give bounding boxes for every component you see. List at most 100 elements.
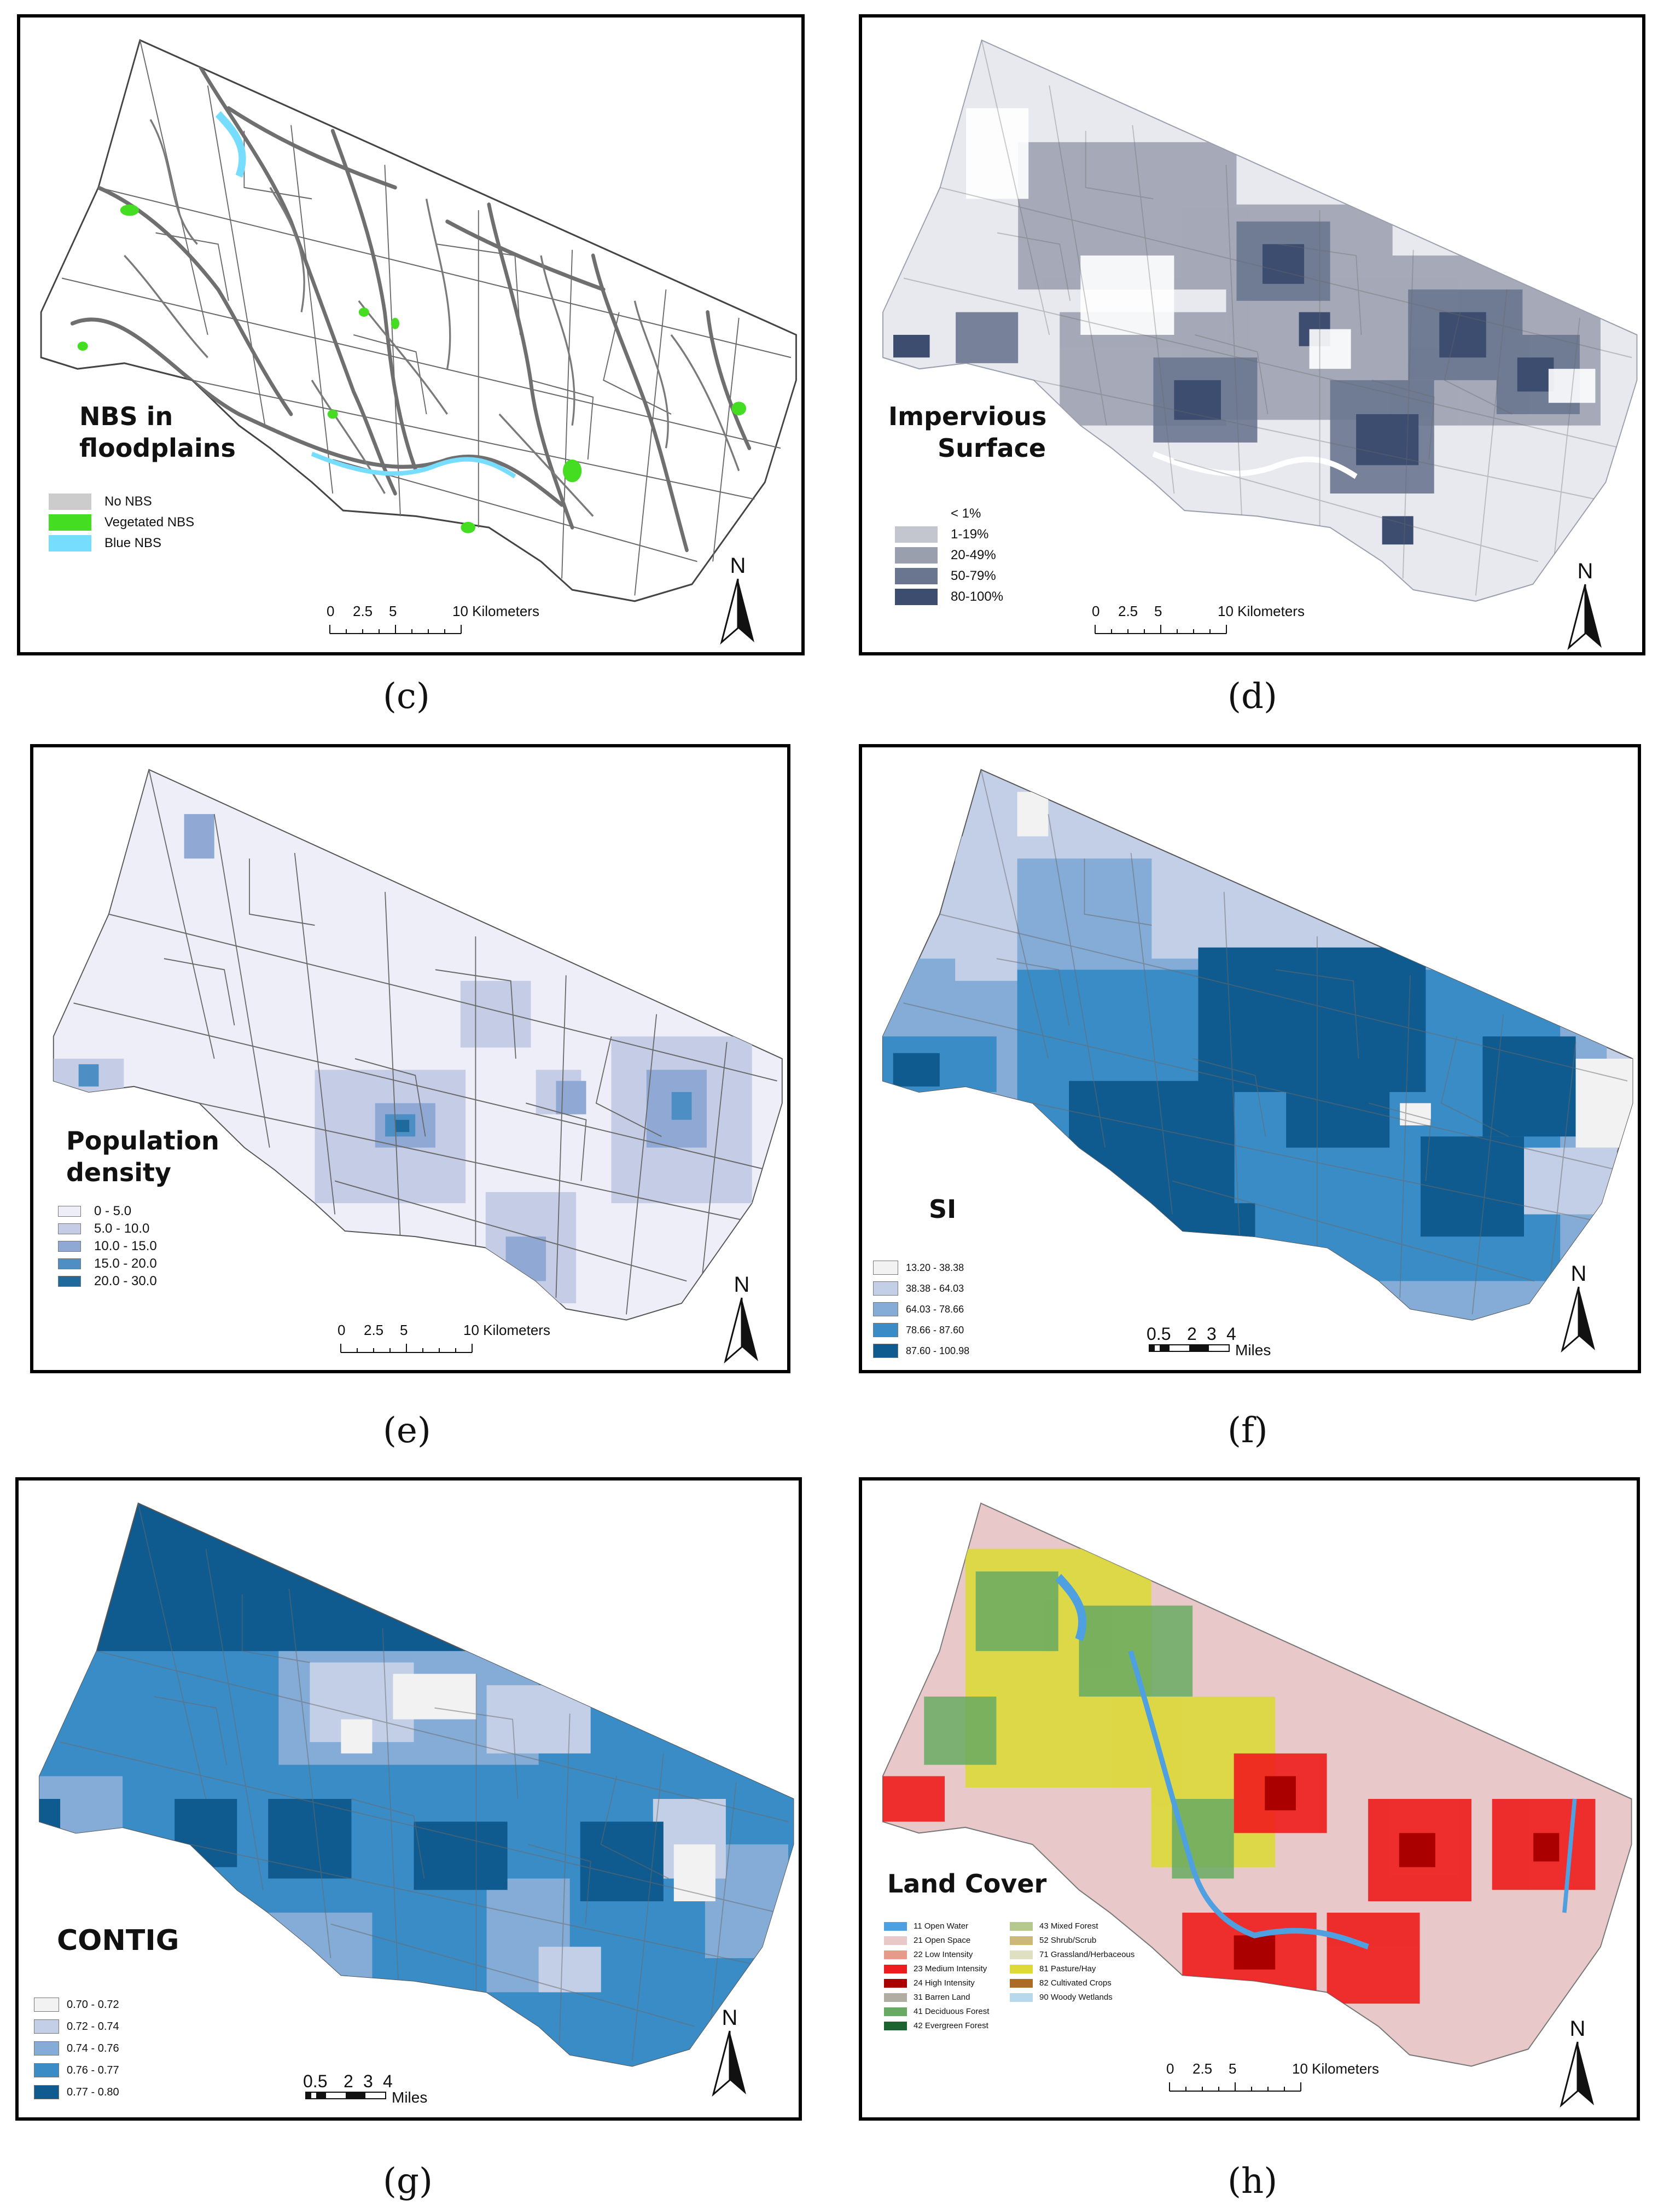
legend-swatch (1010, 1936, 1033, 1945)
legend-swatch (895, 506, 938, 522)
legend-label: 11 Open Water (914, 1921, 969, 1931)
legend-label: 24 High Intensity (914, 1978, 975, 1988)
legend: < 1% 1-19% 20-49% 50-79% 80-100% (895, 503, 1003, 607)
scale-unit: Miles (1235, 1342, 1271, 1358)
caption-d: (d) (1227, 676, 1277, 717)
legend-label: 22 Low Intensity (914, 1950, 973, 1959)
legend-item: 11 Open Water (884, 1919, 989, 1934)
legend-item: 0 - 5.0 (58, 1203, 157, 1220)
scale-tick-label: 10 Kilometers (1218, 603, 1305, 619)
legend-item: 78.66 - 87.60 (873, 1320, 969, 1340)
scale-tick-label: 5 (1154, 603, 1162, 619)
legend-swatch (58, 1276, 81, 1287)
caption-e: (e) (383, 1410, 431, 1451)
scale-tick-label: 4 (1226, 1324, 1236, 1344)
north-arrow: N (1557, 1262, 1601, 1355)
legend-swatch (895, 568, 938, 584)
scale-tick-label: 2.5 (364, 1322, 384, 1338)
legend-label: 20-49% (951, 548, 996, 562)
legend-label: 64.03 - 78.66 (906, 1304, 964, 1315)
legend-item: 0.77 - 0.80 (34, 2081, 119, 2103)
legend-swatch (884, 1965, 907, 1973)
legend-swatch (895, 589, 938, 605)
panel-land-cover: Land Cover 11 Open Water 21 Open Space 2… (859, 1477, 1640, 2121)
contig-map (38, 1502, 794, 2067)
legend-swatch (884, 2007, 907, 2016)
scale-bar: 0 2.5 5 10 Kilometers (1166, 2060, 1379, 2099)
legend-swatch (884, 1950, 907, 1959)
scale-tick-label: 5 (389, 603, 397, 619)
title-line-2: floodplains (79, 433, 236, 463)
scale-tick-label: 0 (338, 1322, 346, 1338)
scale-tick-label: 0 (1166, 2060, 1174, 2077)
legend-label: 0 - 5.0 (94, 1204, 132, 1218)
legend-item: 81 Pasture/Hay (1010, 1962, 1135, 1976)
legend-label: 81 Pasture/Hay (1039, 1964, 1096, 1973)
panel-population-density: Population density 0 - 5.0 5.0 - 10.0 10… (30, 744, 790, 1373)
scale-unit: Miles (392, 2089, 428, 2106)
legend-swatch (1010, 1950, 1033, 1959)
legend: 13.20 - 38.38 38.38 - 64.03 64.03 - 78.6… (873, 1257, 969, 1361)
north-arrow: N (716, 554, 760, 647)
legend-swatch (873, 1323, 898, 1337)
panel-contig: CONTIG 0.70 - 0.72 0.72 - 0.74 0.74 - 0.… (15, 1477, 802, 2121)
population-map (53, 769, 783, 1321)
scale-bar: 0 2.5 5 10 Kilometers (1092, 603, 1305, 641)
legend-label: 71 Grassland/Herbaceous (1039, 1950, 1135, 1959)
legend-label: 0.77 - 0.80 (67, 2086, 119, 2098)
legend-label: 0.74 - 0.76 (67, 2042, 119, 2054)
scale-tick-label: 5 (400, 1322, 408, 1338)
scale-tick-label: 3 (363, 2071, 373, 2091)
north-arrow-icon (1561, 1286, 1595, 1353)
legend-label: 21 Open Space (914, 1936, 971, 1945)
legend-label: 15.0 - 20.0 (94, 1256, 157, 1271)
panel-title: NBS in floodplains (79, 400, 236, 464)
legend-label: 23 Medium Intensity (914, 1964, 987, 1973)
panel-title: Population density (66, 1125, 219, 1188)
north-label: N (734, 1273, 750, 1297)
north-arrow: N (1556, 2017, 1599, 2110)
title-line-1: SI (929, 1194, 957, 1224)
scale-tick-label: 2.5 (353, 603, 373, 619)
scale-bar: 0 2.5 5 10 Kilometers (327, 603, 539, 641)
legend-label: No NBS (104, 494, 152, 509)
panel-title: Impervious Surface (888, 400, 1046, 464)
legend-item: 31 Barren Land (884, 1990, 989, 2005)
legend-column-2: 43 Mixed Forest 52 Shrub/Scrub 71 Grassl… (1010, 1919, 1135, 2005)
scale-bar: 0.5 2 3 4 Miles (1147, 1324, 1322, 1362)
legend-label: Vegetated NBS (104, 515, 195, 530)
north-label: N (1569, 2017, 1586, 2041)
title-line-2: density (66, 1158, 171, 1187)
north-arrow: N (1563, 559, 1607, 652)
scale-tick-label: 0 (1092, 603, 1100, 619)
legend-label: 90 Woody Wetlands (1039, 1993, 1113, 2002)
legend-swatch (58, 1258, 81, 1269)
legend-item: 82 Cultivated Crops (1010, 1976, 1135, 1990)
legend-swatch (49, 535, 91, 551)
legend-swatch (1010, 1965, 1033, 1973)
land-cover-map (882, 1502, 1632, 2067)
scale-ruler (1095, 625, 1227, 634)
legend-swatch (1010, 1922, 1033, 1931)
legend-swatch (49, 494, 91, 510)
si-map (882, 769, 1633, 1321)
legend-item: 38.38 - 64.03 (873, 1278, 969, 1299)
legend-item: 5.0 - 10.0 (58, 1220, 157, 1238)
legend-item: Blue NBS (49, 533, 194, 554)
scale-ruler (1169, 2082, 1301, 2092)
legend-label: 10.0 - 15.0 (94, 1239, 157, 1253)
panel-impervious-surface: Impervious Surface < 1% 1-19% 20-49% 50-… (859, 14, 1645, 655)
legend-label: 1-19% (951, 527, 989, 542)
legend-label: 5.0 - 10.0 (94, 1221, 150, 1236)
scale-tick-label: 2.5 (1118, 603, 1138, 619)
caption-c: (c) (383, 676, 430, 717)
legend-swatch (34, 2019, 59, 2034)
legend-label: 0.76 - 0.77 (67, 2064, 119, 2076)
legend-item: 22 Low Intensity (884, 1948, 989, 1962)
legend-item: 50-79% (895, 566, 1003, 587)
legend-label: 31 Barren Land (914, 1993, 970, 2002)
legend-item: 24 High Intensity (884, 1976, 989, 1990)
legend-item: 21 Open Space (884, 1934, 989, 1948)
legend-swatch (895, 526, 938, 543)
legend-label: Blue NBS (104, 536, 162, 550)
